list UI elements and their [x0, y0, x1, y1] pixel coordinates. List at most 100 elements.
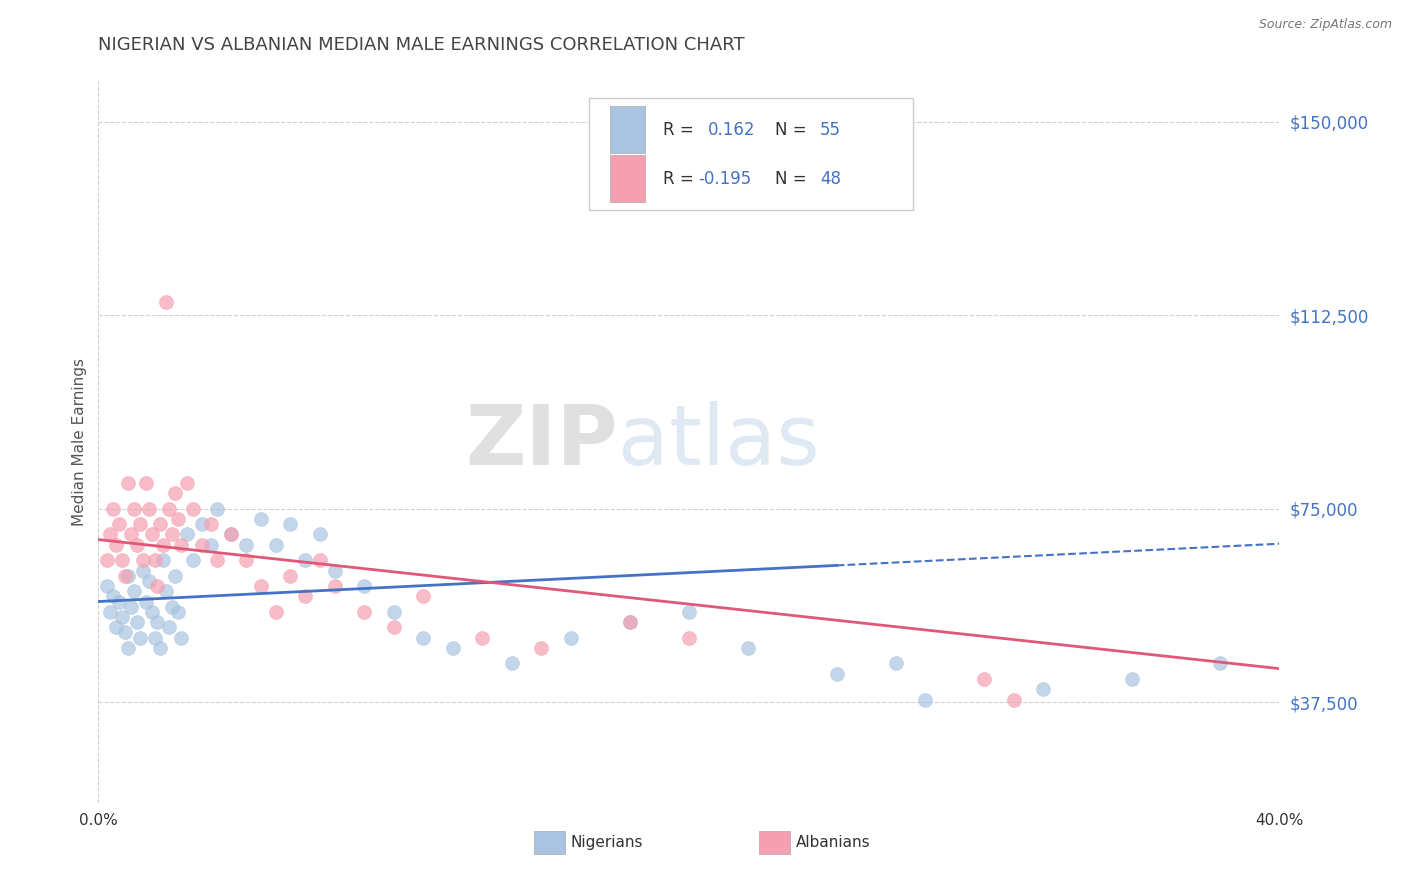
Point: [128, 631, 150, 645]
Point: [120, 599, 142, 614]
Point: [117, 568, 139, 582]
Point: [120, 527, 142, 541]
Point: [501, 657, 523, 671]
Point: [471, 631, 494, 645]
Point: [382, 605, 405, 619]
Point: [117, 475, 139, 490]
Point: [1209, 657, 1232, 671]
Point: [973, 672, 995, 686]
Point: [146, 615, 169, 630]
Point: [128, 517, 150, 532]
Point: [191, 538, 214, 552]
Point: [165, 486, 187, 500]
Point: [619, 615, 641, 630]
Point: [309, 553, 332, 567]
Point: [132, 553, 155, 567]
Text: 55: 55: [820, 120, 841, 138]
Point: [149, 640, 172, 655]
Text: N =: N =: [775, 170, 813, 188]
Point: [205, 501, 228, 516]
Point: [165, 568, 187, 582]
Point: [191, 517, 214, 532]
Text: R =: R =: [664, 120, 699, 138]
Point: [200, 517, 222, 532]
Point: [412, 590, 434, 604]
Point: [98, 605, 121, 619]
Point: [221, 527, 243, 541]
Point: [157, 501, 180, 516]
Point: [250, 579, 273, 593]
Point: [96, 579, 118, 593]
Point: [143, 553, 166, 567]
Point: [619, 615, 641, 630]
Point: [143, 631, 166, 645]
Point: [560, 631, 582, 645]
Point: [108, 517, 131, 532]
Text: NIGERIAN VS ALBANIAN MEDIAN MALE EARNINGS CORRELATION CHART: NIGERIAN VS ALBANIAN MEDIAN MALE EARNING…: [98, 36, 745, 54]
Point: [441, 640, 464, 655]
Y-axis label: Median Male Earnings: Median Male Earnings: [72, 358, 87, 525]
Point: [181, 553, 204, 567]
Point: [111, 553, 134, 567]
Point: [1121, 672, 1143, 686]
Point: [235, 553, 257, 567]
Point: [152, 553, 174, 567]
Point: [98, 527, 121, 541]
Point: [155, 295, 177, 310]
Point: [138, 574, 160, 588]
Point: [122, 584, 145, 599]
Point: [167, 605, 190, 619]
FancyBboxPatch shape: [610, 106, 645, 153]
Point: [309, 527, 332, 541]
Point: [181, 501, 204, 516]
Point: [149, 517, 172, 532]
Point: [294, 590, 316, 604]
Point: [1032, 682, 1054, 697]
Text: N =: N =: [775, 120, 813, 138]
Point: [105, 538, 128, 552]
Point: [412, 631, 434, 645]
Point: [132, 564, 155, 578]
Text: Nigerians: Nigerians: [571, 836, 644, 850]
Point: [146, 579, 169, 593]
Point: [205, 553, 228, 567]
Point: [353, 605, 375, 619]
Point: [162, 527, 183, 541]
Point: [221, 527, 243, 541]
Point: [530, 640, 553, 655]
Text: Source: ZipAtlas.com: Source: ZipAtlas.com: [1258, 18, 1392, 31]
Point: [114, 568, 136, 582]
Point: [103, 590, 125, 604]
Point: [678, 631, 700, 645]
Text: Albanians: Albanians: [796, 836, 870, 850]
Point: [125, 615, 148, 630]
Point: [135, 475, 157, 490]
Point: [105, 620, 128, 634]
Point: [155, 584, 177, 599]
Point: [280, 517, 302, 532]
Point: [264, 538, 287, 552]
Point: [170, 631, 193, 645]
Text: ZIP: ZIP: [465, 401, 619, 482]
Point: [138, 501, 160, 516]
Point: [141, 527, 163, 541]
Point: [111, 610, 134, 624]
Point: [250, 512, 273, 526]
Point: [125, 538, 148, 552]
FancyBboxPatch shape: [589, 98, 914, 211]
Point: [114, 625, 136, 640]
Text: atlas: atlas: [619, 401, 820, 482]
Point: [96, 553, 118, 567]
Point: [117, 640, 139, 655]
Point: [235, 538, 257, 552]
Point: [382, 620, 405, 634]
Point: [135, 594, 157, 608]
Point: [353, 579, 375, 593]
Point: [825, 666, 848, 681]
Point: [1002, 692, 1025, 706]
Text: 48: 48: [820, 170, 841, 188]
Point: [167, 512, 190, 526]
Point: [323, 579, 346, 593]
Point: [294, 553, 316, 567]
Point: [678, 605, 700, 619]
